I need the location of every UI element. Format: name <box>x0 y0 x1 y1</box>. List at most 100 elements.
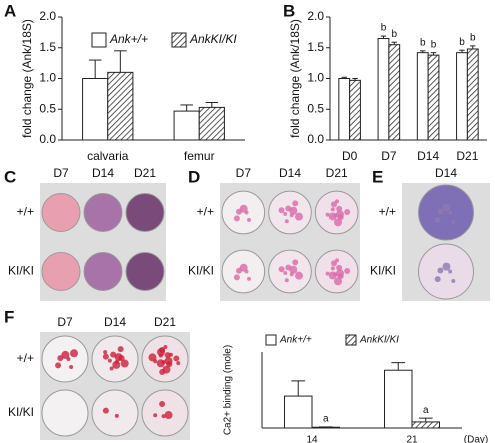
bar <box>284 395 313 429</box>
panel-letter: A <box>4 1 16 20</box>
stain-spot <box>247 217 252 222</box>
stain-spot <box>114 413 119 418</box>
panel-letter: B <box>283 1 295 20</box>
culture-well <box>418 243 474 300</box>
stain-spot <box>337 214 344 221</box>
stain-spot <box>434 217 441 224</box>
stain-spot <box>334 218 343 227</box>
row-label: +/+ <box>17 351 34 365</box>
bar-label: b <box>431 39 437 50</box>
bar <box>377 38 390 141</box>
error-bar <box>391 41 397 45</box>
x-tick-label: D21 <box>456 149 478 163</box>
legend-label: Ank+/+ <box>109 32 148 46</box>
stain-spot <box>166 361 173 368</box>
row-label: KI/KI <box>8 405 34 419</box>
panel-letter: F <box>4 307 14 326</box>
stain-spot <box>153 413 158 418</box>
y-axis-label: fold change (Ank/18S) <box>288 19 302 138</box>
stain-spot <box>102 353 109 360</box>
x-tick-label: calvaria <box>87 149 129 163</box>
column-label: D14 <box>435 166 457 180</box>
stain-spot <box>117 346 124 353</box>
bar-label: b <box>459 37 465 48</box>
legend-swatch <box>345 334 357 346</box>
stain-spot <box>330 207 335 212</box>
stain-spot <box>278 207 285 214</box>
stain-spot <box>284 219 289 224</box>
stain-spot <box>110 351 117 358</box>
stain-spot <box>334 277 343 286</box>
stain-spot <box>292 200 299 207</box>
y-tick-label: 1.0 <box>307 71 324 85</box>
legend-label: AnkKI/KI <box>359 335 399 346</box>
x-tick-label: D14 <box>417 149 439 163</box>
x-tick-label: 21 <box>406 435 418 443</box>
stain-spot <box>57 355 64 362</box>
error-bar <box>420 50 426 53</box>
bar-label: b <box>470 33 476 44</box>
bar <box>411 421 440 429</box>
y-tick-label: 1.5 <box>39 40 56 54</box>
y-tick-label: 2.0 <box>307 9 324 23</box>
stain-spot <box>437 267 444 274</box>
x-axis-label: (Day) <box>464 435 488 443</box>
stain-spot <box>451 279 456 284</box>
stain-spot <box>285 264 292 271</box>
panel-letter: E <box>372 167 383 186</box>
legend-label: AnkKI/KI <box>189 32 237 46</box>
legend-swatch <box>171 32 187 48</box>
stain-spot <box>434 276 441 283</box>
stain-spot <box>148 353 157 362</box>
y-tick-label: 0.5 <box>39 101 56 115</box>
error-bar <box>180 104 193 112</box>
bar <box>107 71 134 141</box>
stain-spot <box>236 208 243 215</box>
stain-spot <box>330 201 337 208</box>
stain-spot <box>344 208 351 215</box>
stain-spot <box>344 267 351 274</box>
bar <box>466 48 479 141</box>
row-label: +/+ <box>17 205 34 219</box>
panel-letter: D <box>188 167 200 186</box>
column-label: D21 <box>326 166 348 180</box>
culture-well <box>83 252 123 291</box>
stain-spot <box>336 205 343 212</box>
legend-swatch <box>265 334 277 346</box>
culture-well <box>83 193 123 232</box>
stain-spot <box>70 349 79 358</box>
row-label: +/+ <box>379 205 396 219</box>
bar-label: b <box>391 29 397 40</box>
culture-well <box>418 184 474 241</box>
bar <box>456 52 468 141</box>
culture-well <box>41 193 81 232</box>
x-tick-label: 14 <box>306 435 318 443</box>
bar <box>173 110 200 141</box>
stain-spot <box>236 267 243 274</box>
y-axis-label: fold change (Ank/18S) <box>20 19 34 138</box>
row-label: KI/KI <box>188 264 214 278</box>
panel-letter: C <box>4 167 16 186</box>
x-tick-label: femur <box>184 149 215 163</box>
column-label: D7 <box>236 166 252 180</box>
stain-spot <box>164 352 171 359</box>
stain-spot <box>156 359 165 368</box>
column-label: D7 <box>57 315 73 329</box>
stain-spot <box>163 345 168 350</box>
error-bar <box>291 380 306 397</box>
stain-spot <box>328 271 337 280</box>
error-bar <box>459 49 465 53</box>
stain-spot <box>120 359 129 368</box>
error-bar <box>470 45 476 49</box>
stain-spot <box>295 212 304 221</box>
stain-spot <box>295 271 304 280</box>
bar-label: a <box>323 414 329 425</box>
stain-spot <box>284 278 289 283</box>
error-bar <box>114 50 127 73</box>
stain-spot <box>325 271 330 276</box>
column-label: D14 <box>104 315 126 329</box>
stain-spot <box>233 274 240 281</box>
row-label: +/+ <box>197 205 214 219</box>
y-tick-label: 0.0 <box>307 132 324 146</box>
